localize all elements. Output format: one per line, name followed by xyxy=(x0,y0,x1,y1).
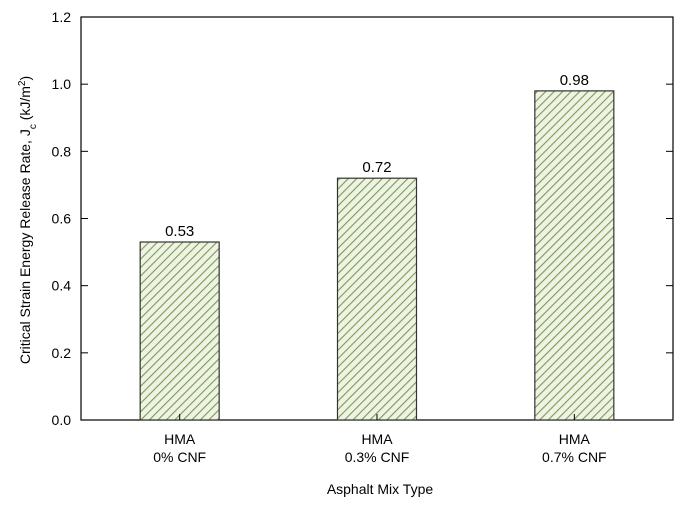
y-tick-label: 1.2 xyxy=(52,9,72,25)
y-axis-title: Critical Strain Energy Release Rate, Jc … xyxy=(17,76,39,364)
y-tick-label: 0.8 xyxy=(52,143,72,159)
y-tick-label: 0.2 xyxy=(52,345,72,361)
y-tick-label: 0.0 xyxy=(52,412,72,428)
x-tick-label: 0.3% CNF xyxy=(345,449,410,465)
x-axis-title: Asphalt Mix Type xyxy=(327,481,434,497)
data-label: 0.98 xyxy=(560,72,589,89)
x-tick-label: HMA xyxy=(559,431,591,447)
x-tick-label: HMA xyxy=(164,431,196,447)
data-label: 0.53 xyxy=(165,223,194,240)
x-tick-label: 0.7% CNF xyxy=(542,449,607,465)
y-tick-label: 0.4 xyxy=(52,278,72,294)
x-tick-label: HMA xyxy=(361,431,393,447)
bar xyxy=(336,177,418,421)
bar xyxy=(534,90,615,421)
y-tick-label: 1.0 xyxy=(52,76,72,92)
y-tick-label: 0.6 xyxy=(52,211,72,227)
bar xyxy=(139,241,220,421)
data-label: 0.72 xyxy=(362,159,391,176)
x-tick-label: 0% CNF xyxy=(153,449,206,465)
